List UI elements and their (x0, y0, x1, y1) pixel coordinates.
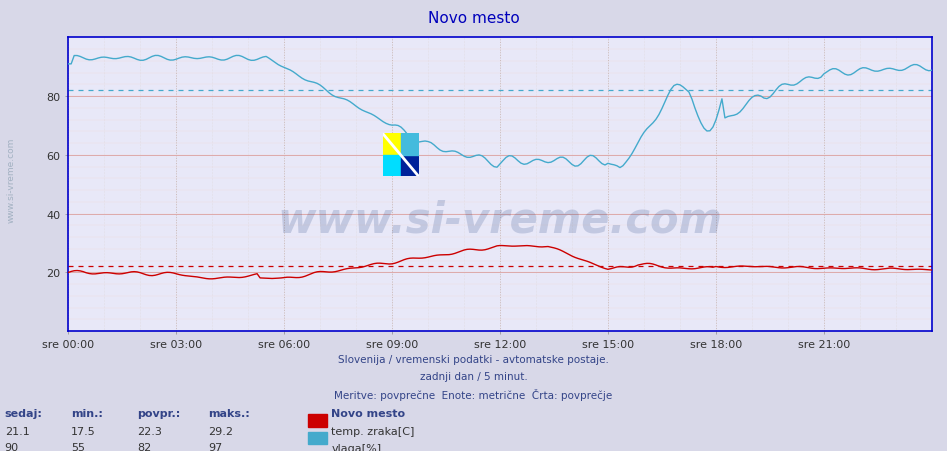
Text: 17.5: 17.5 (71, 426, 96, 436)
Text: Novo mesto: Novo mesto (428, 11, 519, 26)
Text: www.si-vreme.com: www.si-vreme.com (7, 138, 16, 223)
Text: temp. zraka[C]: temp. zraka[C] (331, 426, 415, 436)
Text: povpr.:: povpr.: (137, 408, 181, 418)
Text: min.:: min.: (71, 408, 103, 418)
Text: 22.3: 22.3 (137, 426, 162, 436)
Text: 21.1: 21.1 (5, 426, 29, 436)
Text: Slovenija / vremenski podatki - avtomatske postaje.: Slovenija / vremenski podatki - avtomats… (338, 354, 609, 364)
Text: zadnji dan / 5 minut.: zadnji dan / 5 minut. (420, 371, 527, 381)
Text: vlaga[%]: vlaga[%] (331, 443, 382, 451)
Text: 55: 55 (71, 442, 85, 451)
Bar (383, 134, 401, 156)
Bar (401, 156, 419, 177)
Text: 97: 97 (208, 442, 223, 451)
Text: Novo mesto: Novo mesto (331, 408, 405, 418)
Text: 29.2: 29.2 (208, 426, 233, 436)
Text: 82: 82 (137, 442, 152, 451)
Text: 90: 90 (5, 442, 19, 451)
Text: sedaj:: sedaj: (5, 408, 43, 418)
Text: Meritve: povprečne  Enote: metrične  Črta: povprečje: Meritve: povprečne Enote: metrične Črta:… (334, 388, 613, 400)
Bar (401, 134, 419, 156)
Bar (383, 156, 401, 177)
Text: maks.:: maks.: (208, 408, 250, 418)
Text: www.si-vreme.com: www.si-vreme.com (277, 199, 723, 241)
